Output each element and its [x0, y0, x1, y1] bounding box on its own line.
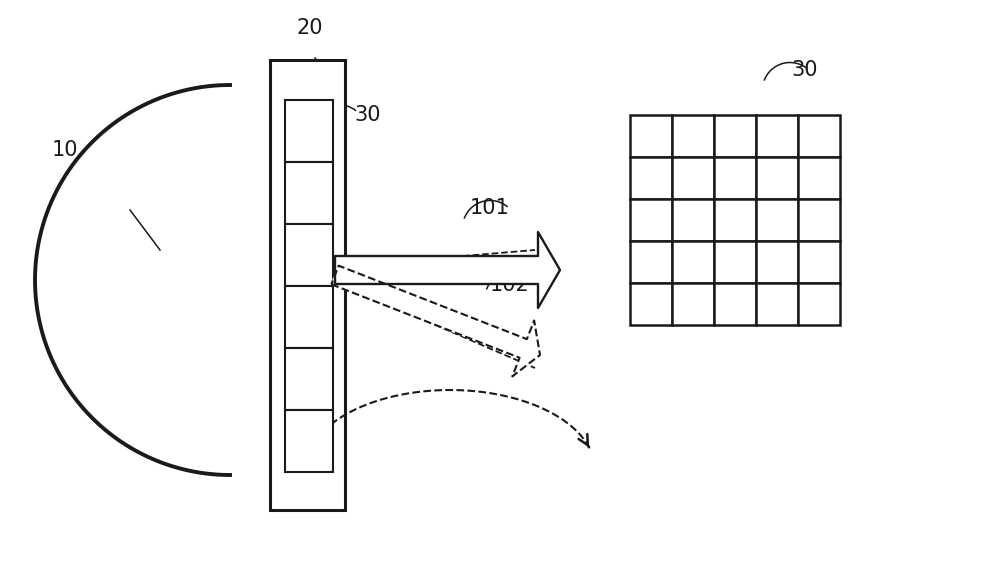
- Bar: [285, 348, 333, 410]
- Bar: [714, 199, 756, 241]
- Bar: [756, 241, 798, 283]
- Bar: [285, 286, 333, 348]
- Bar: [798, 241, 840, 283]
- Bar: [798, 199, 840, 241]
- Bar: [672, 157, 714, 199]
- Text: 101: 101: [470, 198, 510, 218]
- Bar: [714, 283, 756, 325]
- Bar: [672, 283, 714, 325]
- Bar: [756, 199, 798, 241]
- Bar: [630, 283, 672, 325]
- Bar: [630, 157, 672, 199]
- Text: 30: 30: [792, 60, 818, 80]
- Bar: [756, 115, 798, 157]
- Bar: [285, 100, 333, 162]
- Bar: [756, 157, 798, 199]
- Bar: [672, 241, 714, 283]
- Bar: [630, 241, 672, 283]
- Bar: [285, 410, 333, 472]
- Bar: [285, 224, 333, 286]
- Bar: [714, 157, 756, 199]
- Polygon shape: [335, 232, 560, 308]
- Text: 20: 20: [297, 18, 323, 38]
- Text: 102: 102: [490, 275, 530, 295]
- Bar: [630, 115, 672, 157]
- Bar: [672, 115, 714, 157]
- Bar: [270, 60, 345, 510]
- Bar: [714, 115, 756, 157]
- Text: 10: 10: [52, 140, 78, 160]
- Bar: [714, 241, 756, 283]
- Bar: [756, 283, 798, 325]
- Bar: [798, 283, 840, 325]
- Text: 30: 30: [355, 105, 381, 125]
- Polygon shape: [331, 266, 540, 376]
- Bar: [630, 199, 672, 241]
- Bar: [798, 115, 840, 157]
- Bar: [672, 199, 714, 241]
- Bar: [285, 162, 333, 224]
- Bar: [798, 157, 840, 199]
